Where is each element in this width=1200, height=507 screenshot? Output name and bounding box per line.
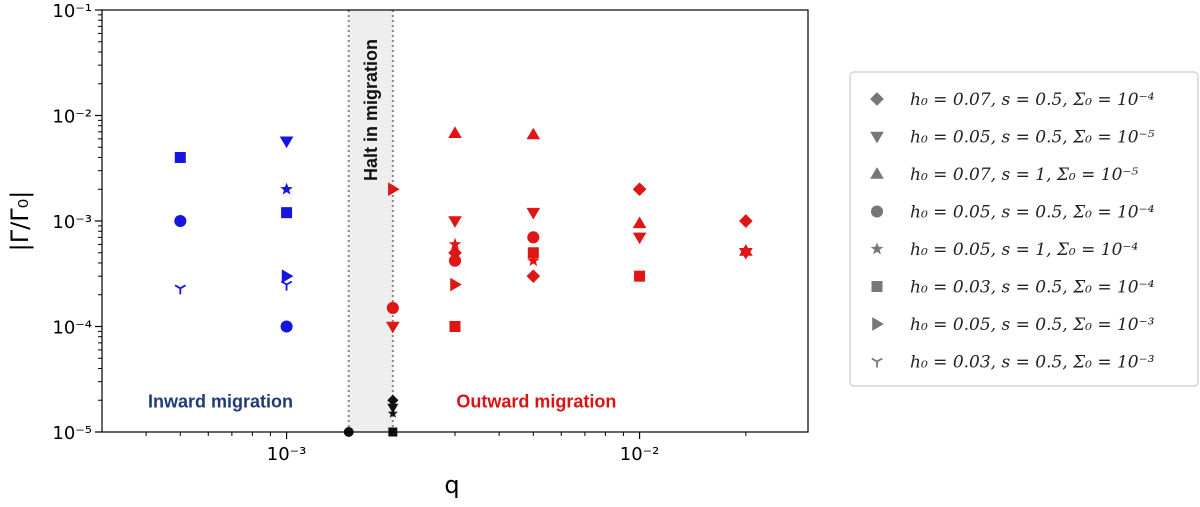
data-point-s7-p1: [280, 280, 293, 291]
legend-marker-6: [872, 317, 884, 331]
data-point-s5-p1: [281, 207, 293, 219]
plot-frame: [101, 9, 809, 433]
y-axis-label: |Γ/Γ₀|: [6, 191, 34, 252]
region-annotation-1: Outward migration: [456, 392, 616, 412]
data-point-s7-p0: [174, 284, 187, 295]
legend-entry-5: h₀ = 0.03, s = 0.5, Σ₀ = 10⁻⁴: [910, 278, 1155, 298]
data-point-s6-p1: [388, 182, 400, 197]
data-point-s3-p1: [280, 320, 293, 333]
x-axis-label: q: [444, 471, 459, 499]
data-point-s0-p3: [632, 182, 647, 197]
data-point-s5-p4: [527, 247, 539, 259]
y-tick-label: 10⁻²: [52, 107, 92, 128]
legend-marker-0: [870, 92, 884, 106]
legend-marker-1: [870, 131, 884, 144]
data-point-s1-p0: [279, 136, 294, 149]
legend-marker-2: [870, 167, 884, 179]
legend-marker-5: [871, 281, 883, 292]
x-tick-label: 10⁻³: [267, 444, 307, 465]
legend-entry-3: h₀ = 0.05, s = 0.5, Σ₀ = 10⁻⁴: [910, 203, 1155, 223]
data-point-s5-p0: [174, 151, 186, 163]
legend-entry-0: h₀ = 0.07, s = 0.5, Σ₀ = 10⁻⁴: [910, 90, 1155, 110]
y-tick-label: 10⁻³: [52, 212, 92, 233]
data-point-s3-p5: [527, 231, 540, 244]
data-point-s3-p0: [174, 214, 187, 228]
data-point-s5-p3: [449, 321, 461, 332]
data-point-s4-p2: [448, 237, 462, 250]
y-tick-label: 10⁻¹: [52, 1, 92, 22]
legend-entry-6: h₀ = 0.05, s = 0.5, Σ₀ = 10⁻³: [910, 315, 1155, 335]
data-point-s4-p0: [280, 182, 293, 195]
legend-entry-1: h₀ = 0.05, s = 0.5, Σ₀ = 10⁻⁵: [910, 128, 1155, 148]
data-point-s5-p5: [634, 270, 646, 282]
x-tick-label: 10⁻²: [620, 444, 660, 465]
data-point-s0-p4: [739, 214, 753, 228]
halt-band-label: Halt in migration: [361, 39, 381, 181]
data-point-s2-p1: [526, 127, 541, 140]
data-point-s1-p3: [448, 216, 462, 228]
data-point-s2-p3: [739, 244, 753, 256]
legend-box: [849, 71, 1199, 387]
data-point-s0-p0: [387, 394, 399, 406]
data-point-s2-p2: [632, 216, 647, 229]
data-point-s3-p4: [448, 254, 462, 267]
halt-band: [348, 10, 393, 432]
y-tick-label: 10⁻⁵: [52, 423, 92, 444]
data-point-s1-p4: [526, 207, 541, 220]
legend-marker-3: [870, 205, 884, 218]
legend-entry-2: h₀ = 0.07, s = 1, Σ₀ = 10⁻⁵: [910, 165, 1138, 185]
data-point-s3-p3: [386, 301, 399, 314]
data-point-s2-p0: [448, 126, 462, 138]
data-point-s0-p2: [526, 269, 541, 283]
data-point-s1-p1: [386, 321, 400, 334]
data-point-s4-p1: [387, 408, 398, 418]
data-point-s6-p2: [450, 277, 462, 292]
y-tick-label: 10⁻⁴: [52, 318, 92, 339]
data-point-s4-p3: [527, 254, 540, 267]
legend-marker-4: [870, 242, 884, 255]
legend-entry-4: h₀ = 0.05, s = 1, Σ₀ = 10⁻⁴: [910, 240, 1138, 260]
legend-entry-7: h₀ = 0.03, s = 0.5, Σ₀ = 10⁻³: [910, 353, 1155, 373]
legend-marker-7: [871, 357, 883, 368]
region-annotation-0: Inward migration: [148, 392, 293, 412]
data-point-s6-p0: [281, 269, 294, 283]
data-point-s1-p5: [632, 232, 647, 245]
